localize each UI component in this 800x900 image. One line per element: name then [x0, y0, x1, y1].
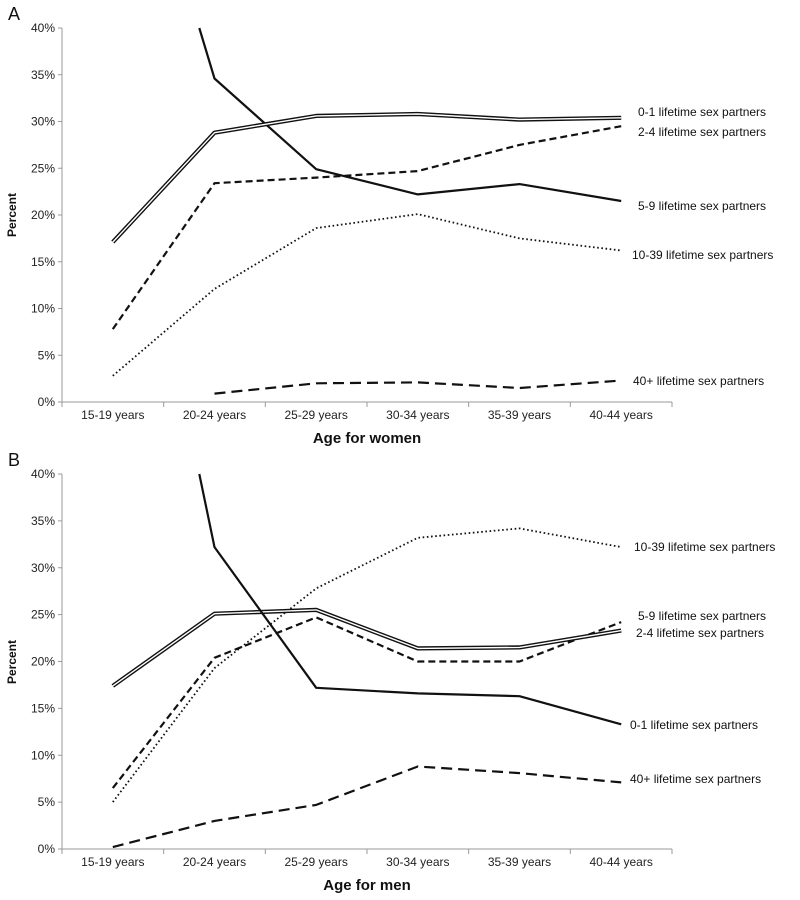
y-tick-label: 30%	[31, 115, 55, 129]
series-2-4-lifetime-sex-partners: 2-4 lifetime sex partners	[111, 111, 766, 244]
series-label: 40+ lifetime sex partners	[630, 772, 761, 786]
y-tick-label: 5%	[38, 795, 56, 809]
y-tick-label: 5%	[38, 348, 56, 362]
series-line-inner	[112, 113, 622, 243]
y-tick-label: 35%	[31, 68, 55, 82]
series-label: 2-4 lifetime sex partners	[636, 626, 764, 640]
x-tick-label: 35-39 years	[488, 855, 551, 869]
series-5-9-lifetime-sex-partners: 5-9 lifetime sex partners	[111, 609, 766, 789]
series-line	[214, 379, 622, 395]
series-line	[112, 213, 622, 377]
y-tick-label: 15%	[31, 255, 55, 269]
y-tick-label: 40%	[31, 467, 55, 481]
series-line	[111, 616, 622, 789]
series-line	[198, 27, 622, 203]
x-tick-label: 25-29 years	[284, 855, 347, 869]
y-axis-title: Percent	[5, 640, 19, 684]
series-line	[198, 473, 622, 726]
series-label: 0-1 lifetime sex partners	[638, 105, 766, 119]
y-tick-label: 10%	[31, 302, 55, 316]
panel-a-chart: A 0% 5% 10% 15% 20% 25% 30% 35% 40% 15-19 years 20-…	[5, 4, 773, 447]
series-label: 40+ lifetime sex partners	[633, 374, 764, 388]
series-10-39-lifetime-sex-partners: 10-39 lifetime sex partners	[112, 527, 775, 803]
series-label: 0-1 lifetime sex partners	[630, 718, 758, 732]
x-tick-label: 15-19 years	[81, 855, 144, 869]
x-axis-title: Age for women	[313, 430, 421, 447]
panel-b-chart: B 0% 5% 10% 15% 20% 25% 30% 35% 40% 15-19 years 20-…	[5, 450, 775, 894]
series-label: 5-9 lifetime sex partners	[638, 609, 766, 623]
x-tick-label: 40-44 years	[589, 408, 652, 422]
y-tick-label: 25%	[31, 608, 55, 622]
panel-label: B	[8, 450, 20, 470]
y-tick-label: 0%	[38, 842, 56, 856]
panel-label: A	[8, 4, 20, 24]
y-tick-label: 20%	[31, 208, 55, 222]
x-tick-label: 40-44 years	[589, 855, 652, 869]
series-label: 10-39 lifetime sex partners	[634, 540, 775, 554]
series-0-1-lifetime-sex-partners: 0-1 lifetime sex partners	[198, 27, 766, 203]
series-line	[111, 111, 622, 244]
series-line	[112, 527, 622, 803]
series-line	[112, 765, 622, 849]
series-line-inner	[112, 609, 622, 687]
x-tick-label: 35-39 years	[488, 408, 551, 422]
y-tick-label: 25%	[31, 161, 55, 175]
y-axis-title: Percent	[5, 193, 19, 237]
series-line	[111, 607, 622, 688]
y-tick-label: 0%	[38, 395, 56, 409]
series-5-9-lifetime-sex-partners: 5-9 lifetime sex partners	[111, 125, 766, 330]
series-label: 2-4 lifetime sex partners	[638, 125, 766, 139]
series-2-4-lifetime-sex-partners: 2-4 lifetime sex partners	[111, 607, 764, 688]
x-tick-label: 20-24 years	[183, 855, 246, 869]
series-label: 5-9 lifetime sex partners	[638, 199, 766, 213]
x-tick-label: 15-19 years	[81, 408, 144, 422]
y-tick-label: 10%	[31, 748, 55, 762]
y-tick-label: 30%	[31, 561, 55, 575]
x-axis-title: Age for men	[323, 877, 411, 894]
x-tick-label: 30-34 years	[386, 855, 449, 869]
y-tick-label: 35%	[31, 514, 55, 528]
series-40-lifetime-sex-partners: 40+ lifetime sex partners	[112, 765, 761, 849]
y-tick-label: 20%	[31, 655, 55, 669]
x-tick-label: 20-24 years	[183, 408, 246, 422]
series-line	[111, 125, 622, 330]
y-tick-label: 15%	[31, 701, 55, 715]
series-0-1-lifetime-sex-partners: 0-1 lifetime sex partners	[198, 473, 758, 732]
x-tick-label: 30-34 years	[386, 408, 449, 422]
series-label: 10-39 lifetime sex partners	[632, 248, 773, 262]
y-tick-label: 40%	[31, 21, 55, 35]
x-tick-label: 25-29 years	[284, 408, 347, 422]
series-40-lifetime-sex-partners: 40+ lifetime sex partners	[214, 374, 764, 395]
series-10-39-lifetime-sex-partners: 10-39 lifetime sex partners	[112, 213, 773, 377]
